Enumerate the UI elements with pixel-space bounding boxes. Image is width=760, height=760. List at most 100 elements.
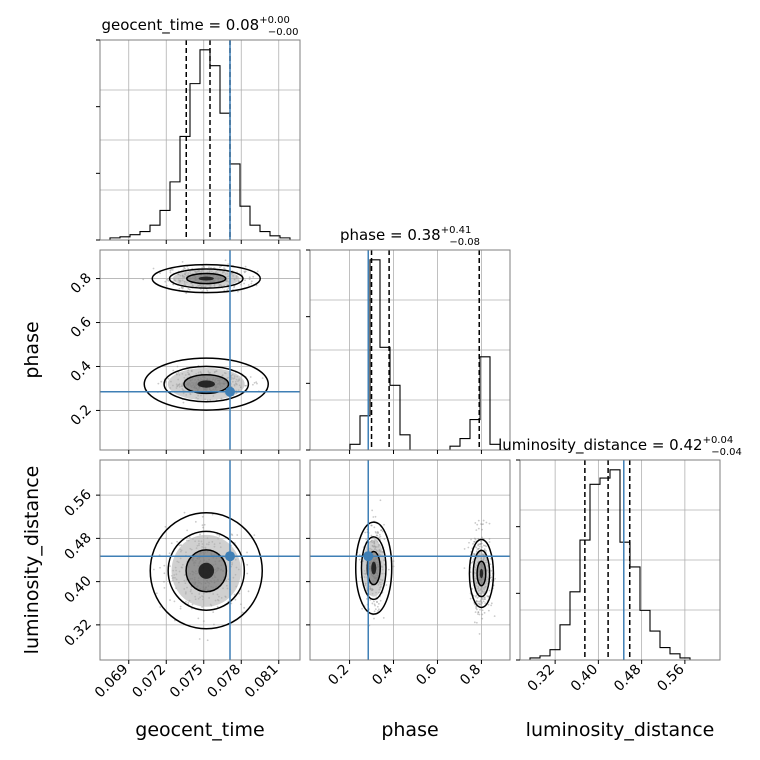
sample-point [473, 553, 476, 556]
sample-point [480, 542, 483, 545]
x-tick-label: 0.2 [325, 662, 352, 689]
sample-point [483, 548, 486, 551]
sample-point [167, 279, 170, 282]
sample-point [231, 534, 234, 537]
sample-point [179, 605, 182, 608]
sample-point [247, 590, 250, 593]
sample-point [480, 523, 482, 525]
sample-point [478, 613, 481, 616]
scatter-panel-geocent_time-luminosity_distance [96, 459, 301, 664]
sample-point [481, 613, 484, 616]
sample-point [152, 568, 155, 571]
sample-point [376, 532, 379, 534]
sample-point [187, 602, 190, 604]
sample-point [206, 289, 209, 292]
sample-point [381, 530, 384, 533]
sample-point [185, 600, 187, 603]
sample-point [361, 607, 364, 610]
sample-point [482, 519, 485, 522]
sample-point [377, 602, 380, 605]
sample-point [488, 541, 491, 543]
histogram-step [310, 259, 510, 451]
sample-point [479, 543, 482, 546]
sample-point [212, 611, 215, 614]
sample-point [481, 609, 484, 612]
sample-point [379, 599, 382, 602]
title-plus-error: +0.04 [703, 435, 734, 446]
x-tick-label: 0.069 [92, 662, 132, 702]
y-tick-label: 0.4 [68, 358, 95, 385]
sample-point [477, 544, 480, 547]
sample-point [475, 550, 478, 553]
sample-point [218, 266, 221, 269]
sample-point [383, 538, 386, 541]
sample-point [252, 275, 255, 278]
density-contour [185, 549, 228, 593]
sample-point [250, 280, 253, 283]
sample-point [374, 531, 377, 533]
sample-point [463, 548, 466, 550]
sample-point [160, 380, 163, 383]
density-layer [149, 511, 263, 642]
sample-point [481, 617, 484, 620]
sample-point [370, 524, 373, 527]
sample-point [164, 525, 167, 528]
sample-point [168, 552, 171, 555]
sample-point [488, 589, 491, 592]
sample-point [379, 499, 382, 502]
sample-point [365, 538, 368, 541]
sample-point [473, 537, 476, 540]
sample-point [487, 603, 490, 606]
sample-point [488, 522, 491, 525]
sample-point [490, 576, 493, 579]
sample-point [477, 527, 480, 530]
density-contour [151, 263, 261, 294]
sample-point [218, 534, 221, 537]
sample-point [223, 267, 225, 270]
sample-point [152, 267, 155, 270]
density-contour [354, 521, 393, 615]
sample-point [165, 537, 167, 540]
sample-point [379, 535, 382, 538]
sample-point [378, 608, 380, 611]
sample-point [203, 523, 206, 526]
sample-point [163, 586, 166, 589]
density-contour [476, 560, 487, 587]
scatter-panel-geocent_time-phase [96, 249, 301, 454]
sample-point [178, 544, 181, 547]
sample-point [243, 271, 246, 274]
sample-point [256, 270, 259, 273]
sample-point [376, 530, 379, 533]
sample-point [159, 606, 162, 608]
truth-marker [225, 551, 235, 562]
sample-point [216, 533, 219, 536]
sample-point [480, 523, 483, 526]
sample-point [171, 269, 174, 271]
sample-point [244, 279, 246, 282]
y-tick-label: 0.8 [68, 270, 95, 297]
sample-point [250, 282, 253, 285]
sample-point [184, 267, 186, 270]
sample-point [475, 529, 478, 532]
histogram-step [520, 469, 720, 661]
sample-point [378, 536, 381, 539]
sample-point [234, 598, 237, 601]
sample-point [188, 288, 191, 291]
x-tick-label: 0.078 [204, 662, 244, 702]
sample-point [182, 401, 185, 404]
density-contour [168, 268, 244, 289]
sample-point [471, 561, 473, 564]
sample-point [183, 266, 186, 269]
density-fill [198, 276, 214, 281]
x-tick-label: 0.081 [242, 662, 282, 702]
sample-point [477, 547, 480, 550]
sample-point [169, 565, 171, 568]
sample-point [191, 603, 194, 606]
sample-point [482, 544, 485, 547]
sample-point [373, 603, 376, 606]
title-minus-error: −0.00 [268, 27, 299, 38]
sample-point [376, 534, 379, 537]
sample-point [182, 268, 185, 271]
sample-point [487, 609, 490, 612]
sample-point [243, 270, 246, 273]
